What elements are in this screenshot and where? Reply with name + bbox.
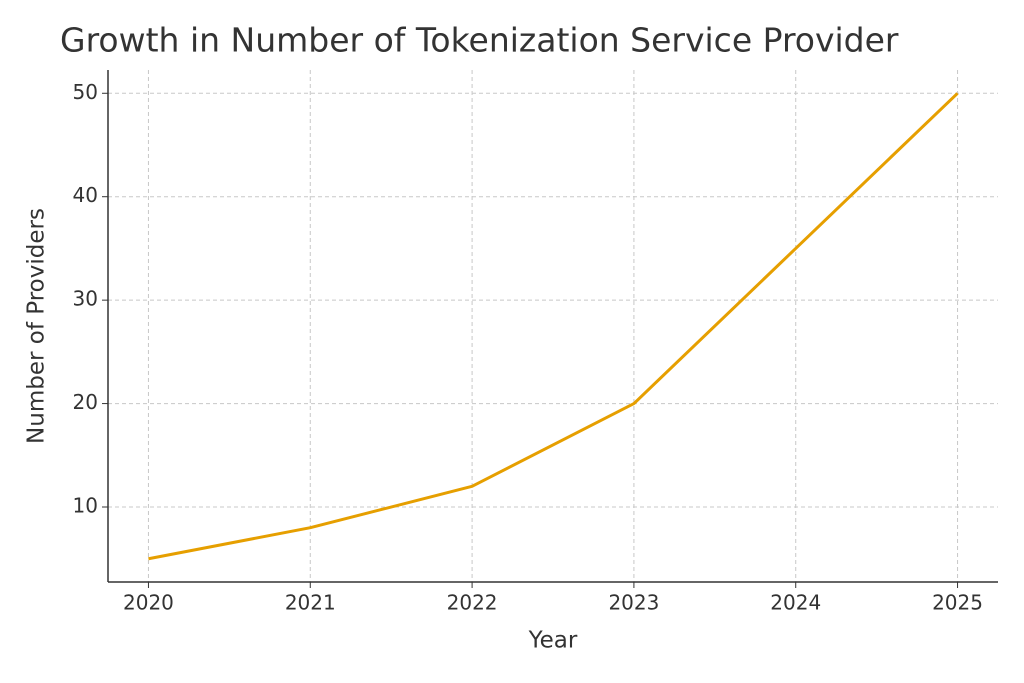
x-axis-label: Year [528, 628, 578, 654]
x-tick-label: 2021 [285, 591, 336, 615]
x-tick-label: 2022 [447, 591, 498, 615]
y-tick-label: 40 [73, 183, 98, 207]
y-tick-label: 50 [73, 80, 98, 104]
data-line [148, 92, 959, 561]
x-tick-label: 2023 [608, 591, 659, 615]
y-tick-label: 30 [73, 287, 98, 311]
y-axis-label: Number of Providers [24, 208, 50, 444]
y-tick-label: 20 [73, 390, 98, 414]
x-tick-label: 2020 [123, 591, 174, 615]
chart-title: Growth in Number of Tokenization Service… [60, 21, 899, 60]
x-tick-label: 2024 [770, 591, 821, 615]
x-tick-label: 2025 [932, 591, 983, 615]
y-tick-label: 10 [73, 494, 98, 518]
